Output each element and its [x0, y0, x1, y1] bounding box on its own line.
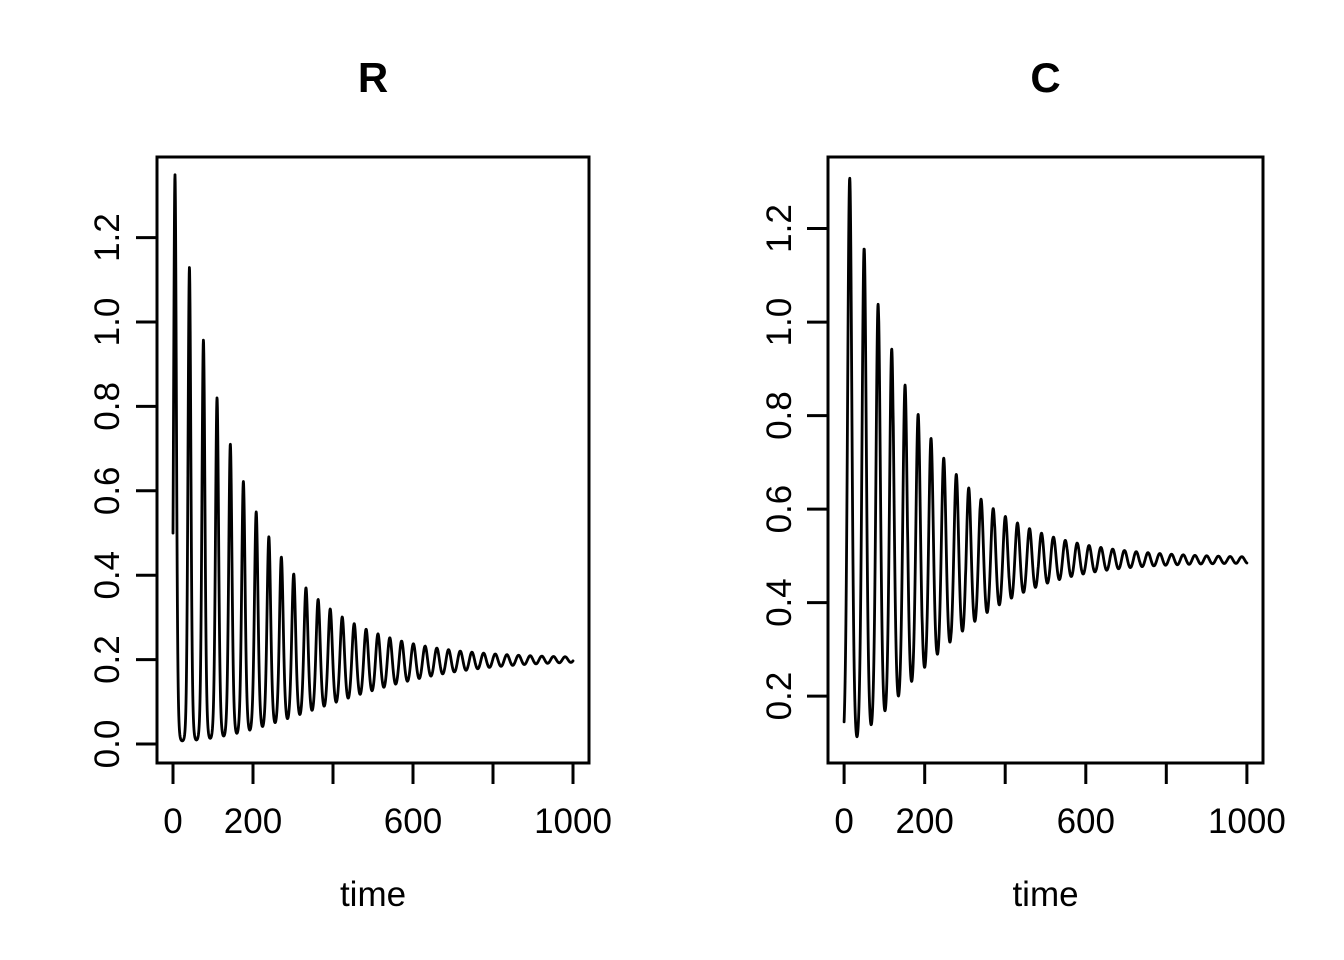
y-tick-label: 0.6 — [760, 485, 799, 534]
x-tick-label: 200 — [224, 802, 282, 841]
x-tick-label: 0 — [163, 802, 182, 841]
y-tick-label: 0.4 — [760, 578, 799, 627]
x-tick-label: 200 — [895, 802, 953, 841]
y-tick-label: 1.2 — [760, 204, 799, 253]
y-tick-label: 1.2 — [88, 213, 127, 262]
y-tick-label: 0.8 — [760, 391, 799, 440]
plot-title-left: R — [357, 54, 389, 101]
y-tick-label: 0.2 — [760, 672, 799, 721]
x-tick-label: 0 — [834, 802, 853, 841]
x-axis-label-left: time — [339, 875, 407, 914]
x-tick-label: 600 — [384, 802, 442, 841]
y-tick-label: 0.2 — [88, 635, 127, 684]
data-curve-R — [171, 173, 575, 743]
y-tick-label: 1.0 — [760, 298, 799, 347]
plot-box — [155, 155, 591, 765]
y-tick-label: 0.8 — [88, 382, 127, 431]
x-tick-label: 1000 — [1208, 802, 1286, 841]
y-tick-label: 0.0 — [88, 720, 127, 769]
y-tick-label: 1.0 — [88, 298, 127, 347]
x-tick-label: 600 — [1057, 802, 1115, 841]
plot-box — [826, 155, 1265, 765]
data-curve-C — [842, 176, 1249, 739]
y-tick-label: 0.4 — [88, 551, 127, 600]
x-axis-label-right: time — [1012, 875, 1079, 914]
x-tick-label: 1000 — [534, 802, 612, 841]
plot-title-right: C — [1030, 54, 1061, 101]
y-tick-label: 0.6 — [88, 466, 127, 515]
